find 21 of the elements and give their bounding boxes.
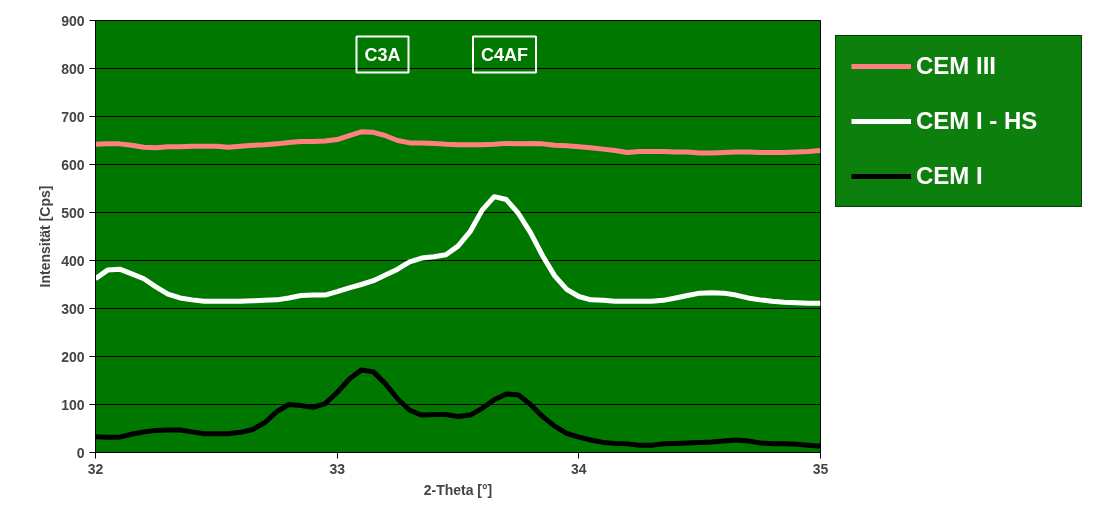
x-tick-label: 35 (812, 460, 829, 477)
legend-label: CEM I (916, 162, 984, 190)
x-axis-title: 2-Theta [°] (423, 481, 493, 498)
legend-label: CEM III (916, 52, 997, 80)
y-tick-label: 800 (61, 60, 85, 77)
y-axis-title: Intensität [Cps] (37, 185, 54, 288)
y-tick-label: 100 (61, 396, 85, 413)
x-tick-label: 34 (571, 460, 587, 477)
y-tick-label: 900 (61, 12, 85, 29)
x-tick-label: 33 (329, 460, 346, 477)
y-tick-label: 200 (61, 348, 85, 365)
y-tick-label: 400 (61, 252, 85, 269)
annotation: C4AF (481, 44, 529, 65)
y-tick-label: 600 (61, 156, 85, 173)
annotation: C3A (364, 44, 401, 65)
y-tick-label: 500 (61, 204, 85, 221)
legend-label: CEM I - HS (916, 107, 1039, 135)
y-tick-label: 0 (76, 444, 85, 461)
y-tick-label: 300 (61, 300, 85, 317)
x-tick-label: 32 (87, 460, 104, 477)
y-tick-label: 700 (61, 108, 85, 125)
